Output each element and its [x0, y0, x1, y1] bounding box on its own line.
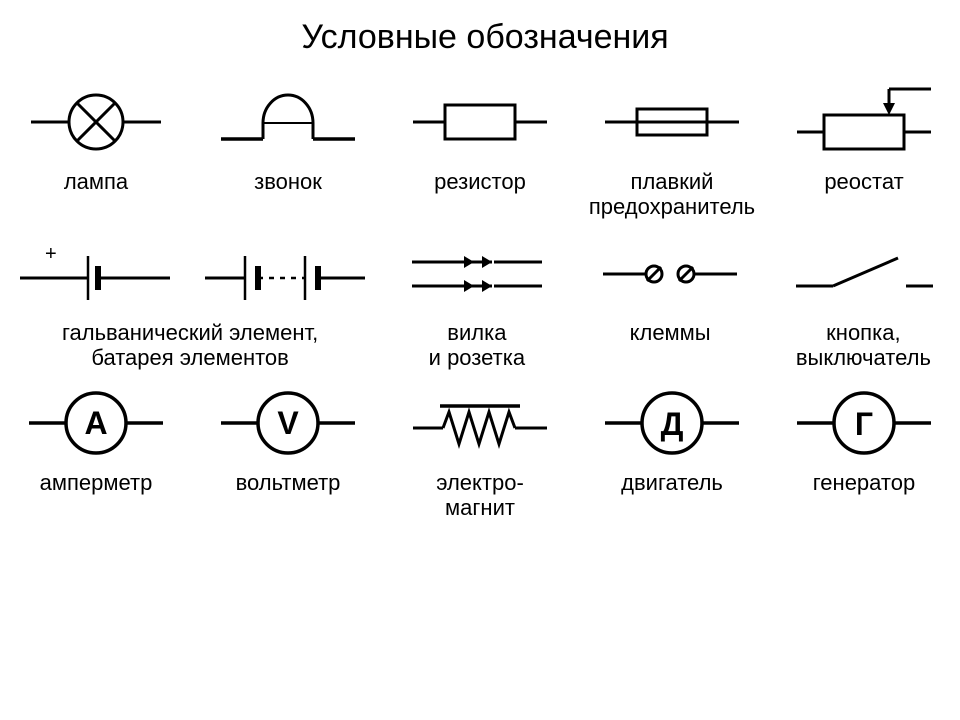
label-battery: гальванический элемент, батарея элементо…	[0, 318, 380, 371]
label-plug-socket: вилка и розетка	[429, 318, 525, 371]
label-voltmeter: вольтметр	[236, 468, 341, 495]
row-3: А амперметр V вольтметр	[0, 378, 960, 521]
cell-ammeter: А амперметр	[0, 378, 192, 495]
symbol-bell	[203, 77, 373, 167]
label-resistor: резистор	[434, 167, 526, 194]
cell-plug-socket: вилка и розетка	[380, 228, 573, 371]
symbol-lamp	[11, 77, 181, 167]
label-bell: звонок	[254, 167, 322, 194]
symbol-electromagnet	[395, 378, 565, 468]
svg-text:Д: Д	[661, 406, 684, 442]
label-generator: генератор	[813, 468, 915, 495]
cell-generator: Г генератор	[768, 378, 960, 495]
symbol-ammeter: А	[11, 378, 181, 468]
label-electromagnet: электро- магнит	[436, 468, 524, 521]
label-motor: двигатель	[621, 468, 723, 495]
symbol-motor: Д	[587, 378, 757, 468]
cell-voltmeter: V вольтметр	[192, 378, 384, 495]
symbol-resistor	[395, 77, 565, 167]
cell-battery: +	[0, 228, 380, 371]
cell-fuse: плавкий предохранитель	[576, 77, 768, 220]
cell-terminals: клеммы	[574, 228, 767, 345]
page-title: Условные обозначения	[0, 0, 960, 67]
cell-rheostat: реостат	[768, 77, 960, 194]
cell-lamp: лампа	[0, 77, 192, 194]
label-switch: кнопка, выключатель	[796, 318, 931, 371]
cell-motor: Д двигатель	[576, 378, 768, 495]
cell-electromagnet: электро- магнит	[384, 378, 576, 521]
symbol-voltmeter: V	[203, 378, 373, 468]
symbol-grid: лампа звонок	[0, 67, 960, 521]
symbol-rheostat	[779, 77, 949, 167]
cell-resistor: резистор	[384, 77, 576, 194]
svg-text:+: +	[45, 243, 57, 265]
cell-bell: звонок	[192, 77, 384, 194]
label-ammeter: амперметр	[40, 468, 153, 495]
svg-text:Г: Г	[855, 406, 873, 442]
row-2: +	[0, 228, 960, 371]
symbol-fuse	[587, 77, 757, 167]
label-terminals: клеммы	[630, 318, 711, 345]
symbol-switch	[778, 228, 948, 318]
label-lamp: лампа	[64, 167, 128, 194]
svg-text:V: V	[277, 405, 299, 441]
row-1: лампа звонок	[0, 77, 960, 220]
symbol-galvanic-cell: +	[0, 228, 190, 318]
label-rheostat: реостат	[824, 167, 903, 194]
cell-switch: кнопка, выключатель	[767, 228, 960, 371]
label-fuse: плавкий предохранитель	[589, 167, 755, 220]
symbol-battery	[190, 228, 380, 318]
svg-text:А: А	[84, 405, 107, 441]
symbol-terminals	[585, 228, 755, 318]
symbol-plug-socket	[392, 228, 562, 318]
symbol-generator: Г	[779, 378, 949, 468]
